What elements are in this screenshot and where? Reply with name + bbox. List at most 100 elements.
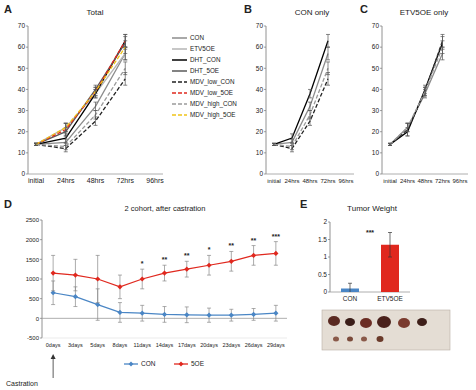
error-cap [94,87,98,88]
error-cap [290,149,294,150]
error-bar [388,143,392,145]
error-line [328,62,329,75]
panel-letter: C [360,3,368,15]
error-cap [252,245,256,246]
error-bar [118,275,122,299]
y-tick-label: 1000 [26,276,40,282]
error-cap [423,85,427,86]
error-bar [348,283,352,292]
error-line [95,102,96,110]
error-cap [406,123,410,124]
legend-swatch [172,81,187,83]
marker [117,284,122,289]
error-line [442,41,443,54]
error-line [125,41,126,54]
marker [73,272,78,277]
y-tick-label: 70 [18,22,26,29]
legend-label: MDV_high_5OE [190,111,236,119]
marker [73,294,78,299]
plot-area [51,242,279,323]
y-tick [264,68,266,69]
error-bar [34,143,38,145]
x-tick-label: initial [383,178,397,184]
legend-marker [129,362,134,367]
error-cap [123,40,127,41]
legend-swatch [172,37,187,39]
y-tick [40,220,42,221]
error-cap [388,145,392,146]
error-cap [64,123,68,124]
error-cap [388,257,392,258]
series-line [36,47,125,144]
x-tick-label: 11days [134,342,152,348]
error-bar [252,309,256,321]
y-tick-label: 30 [372,107,380,114]
series-line [36,41,125,145]
series-line [36,43,125,144]
x-tick-label: 17days [178,342,196,348]
error-cap [229,251,233,252]
tumor [328,316,340,326]
panel-letter: D [4,198,12,210]
error-cap [51,290,55,291]
y-tick [380,26,382,27]
x-tick-label: 20days [200,342,218,348]
error-bar [64,123,68,131]
y-tick-label: 30 [18,107,26,114]
error-bar [94,111,98,119]
error-line [65,123,66,131]
y-tick-label: 60 [256,43,264,50]
y-tick [26,47,28,48]
marker [162,312,167,317]
y-tick-label: 2500 [26,217,40,223]
error-cap [326,47,330,48]
y-tick [264,47,266,48]
error-bar [123,41,127,54]
error-bar [94,102,98,110]
error-line [95,87,96,95]
error-cap [123,34,127,35]
tumor [417,318,427,326]
error-cap [94,97,98,98]
y-tick-label: 40 [256,86,264,93]
chart-title: Total [87,8,104,17]
error-cap [34,143,38,144]
y-tick-label: 1.5 [318,236,327,243]
error-line [390,233,391,258]
chart-title: Tumor Weight [347,204,398,213]
x-tick-label: 23days [222,342,240,348]
error-cap [406,135,410,136]
legend-label: MDV_low_CON [190,78,235,86]
error-bar [207,308,211,322]
y-tick-label: 30 [256,107,264,114]
x-tick-label: 0days [46,342,61,348]
error-line [65,123,66,136]
x-tick-label: ETV5OE [377,295,403,302]
series-line [274,41,328,145]
tumor [361,337,367,342]
x-axis-label: Castration [6,380,38,387]
y-tick [40,279,42,280]
error-bar [207,255,211,275]
error-cap [290,142,294,143]
error-bar [123,62,127,75]
legend-label: DHT_5OE [190,67,219,75]
plot-area [272,34,330,151]
legend: CONETV5OEDHT_CONDHT_5OEMDV_low_CONMDV_lo… [172,34,237,119]
error-cap [308,125,312,126]
y-tick-label: 60 [372,43,380,50]
y-tick-label: 10 [372,149,380,156]
y-tick-label: 20 [256,128,264,135]
error-cap [140,305,144,306]
y-tick-label: 70 [372,22,380,29]
error-cap [388,145,392,146]
significance: ** [184,252,190,259]
y-tick [26,174,28,175]
y-tick-label: 0 [375,170,379,177]
error-cap [64,149,68,150]
marker [206,313,211,318]
y-tick [264,152,266,153]
y-tick [264,89,266,90]
error-cap [123,74,127,75]
error-cap [64,131,68,132]
